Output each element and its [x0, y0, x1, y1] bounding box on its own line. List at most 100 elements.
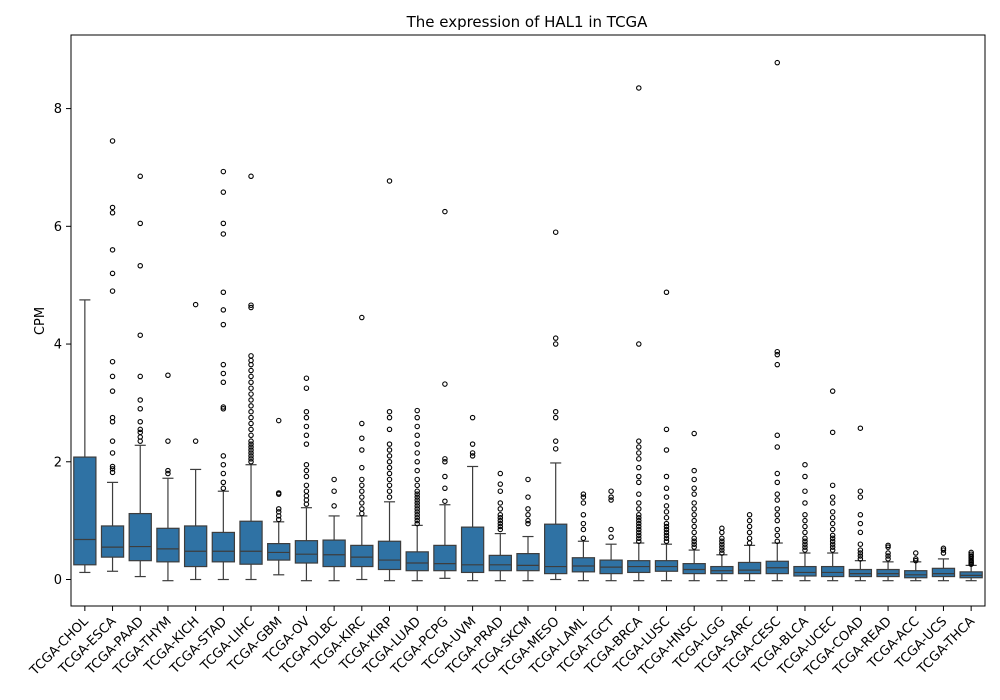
outlier-point [719, 541, 725, 547]
box-TCGA-LUAD [405, 407, 429, 582]
outlier-point [359, 314, 365, 321]
outlier-point [719, 550, 725, 556]
outlier-point [636, 473, 642, 480]
outlier-point [109, 204, 116, 211]
y-tick-label: 6 [54, 220, 62, 235]
outlier-point [829, 544, 836, 550]
outlier-point [220, 361, 227, 368]
outlier-point [220, 189, 227, 195]
outlier-point [359, 500, 365, 506]
outlier-point [691, 517, 697, 524]
outlier-point [857, 512, 864, 518]
outlier-point [580, 520, 587, 527]
outlier-point [636, 500, 642, 506]
outlier-point [829, 429, 836, 436]
outlier-point [746, 540, 753, 546]
outlier-point [829, 500, 836, 506]
outlier-point [220, 404, 227, 410]
box-TCGA-CHOL [73, 299, 97, 574]
outlier-point [414, 476, 420, 483]
box-TCGA-CESC [765, 59, 789, 582]
outlier-point [414, 450, 420, 456]
outlier-point [497, 520, 504, 527]
outlier-point [303, 385, 310, 391]
outlier-point [580, 512, 587, 518]
outlier-point [137, 220, 143, 227]
outlier-point [913, 556, 919, 562]
outlier-point [359, 476, 365, 483]
box-TCGA-SKCM [516, 476, 540, 582]
outlier-point [940, 547, 947, 553]
outlier-point [303, 482, 310, 489]
outlier-point [220, 379, 227, 386]
outlier-point [220, 479, 227, 486]
outlier-point [636, 341, 642, 347]
outlier-point [663, 526, 670, 533]
outlier-point [691, 529, 697, 536]
outlier-point [220, 406, 227, 412]
outlier-point [303, 467, 310, 474]
outlier-point [359, 494, 365, 500]
outlier-point [109, 466, 116, 472]
outlier-point [857, 541, 864, 547]
outlier-point [275, 417, 282, 424]
outlier-point [497, 500, 504, 506]
outlier-point [691, 506, 697, 512]
iqr-box [100, 525, 125, 558]
outlier-point [414, 467, 420, 474]
outlier-point [636, 444, 642, 450]
outlier-point [525, 520, 531, 527]
outlier-point [303, 408, 310, 415]
outlier-point [636, 506, 642, 512]
outlier-point [165, 467, 171, 474]
outlier-point [414, 494, 420, 500]
outlier-point [580, 526, 587, 533]
outlier-point [248, 302, 254, 308]
outlier-point [968, 551, 974, 557]
outlier-point [192, 438, 199, 444]
outlier-point [359, 447, 365, 453]
outlier-point [109, 438, 116, 444]
y-axis-label: CPM [33, 307, 48, 335]
outlier-point [442, 208, 448, 215]
box-TCGA-KIRC [350, 314, 374, 581]
outlier-point [552, 335, 559, 341]
outlier-point [220, 168, 227, 175]
outlier-point [331, 488, 337, 494]
outlier-point [552, 438, 559, 444]
outlier-point [802, 529, 808, 536]
outlier-point [885, 544, 891, 550]
outlier-point [636, 523, 642, 530]
outlier-point [497, 514, 504, 521]
outlier-point [829, 547, 836, 553]
outlier-point [774, 348, 781, 355]
outlier-point [691, 538, 697, 544]
y-tick-label: 8 [54, 102, 62, 117]
outlier-point [414, 459, 420, 465]
outlier-point [608, 488, 614, 494]
outlier-point [636, 479, 642, 486]
outlier-point [608, 534, 614, 540]
outlier-point [414, 497, 420, 503]
outlier-point [137, 406, 143, 412]
box-TCGA-LIHC [239, 173, 263, 581]
outlier-point [109, 270, 116, 277]
outlier-point [442, 459, 448, 465]
outlier-point [802, 488, 808, 494]
iqr-box [571, 557, 596, 573]
outlier-point [109, 463, 116, 470]
iqr-box [211, 531, 236, 563]
outlier-point [497, 523, 504, 530]
outlier-point [220, 289, 227, 295]
outlier-point [303, 488, 310, 494]
outlier-point [414, 414, 420, 421]
outlier-point [248, 373, 254, 380]
outlier-point [636, 85, 642, 91]
outlier-point [552, 446, 559, 452]
box-TCGA-KICH [183, 301, 208, 581]
x-axis: TCGA-CHOLTCGA-ESCATCGA-PAADTCGA-THYMTCGA… [27, 606, 978, 680]
outlier-point [802, 547, 808, 553]
outlier-point [663, 447, 670, 453]
box-TCGA-UVM [460, 414, 485, 582]
outlier-point [691, 523, 697, 530]
